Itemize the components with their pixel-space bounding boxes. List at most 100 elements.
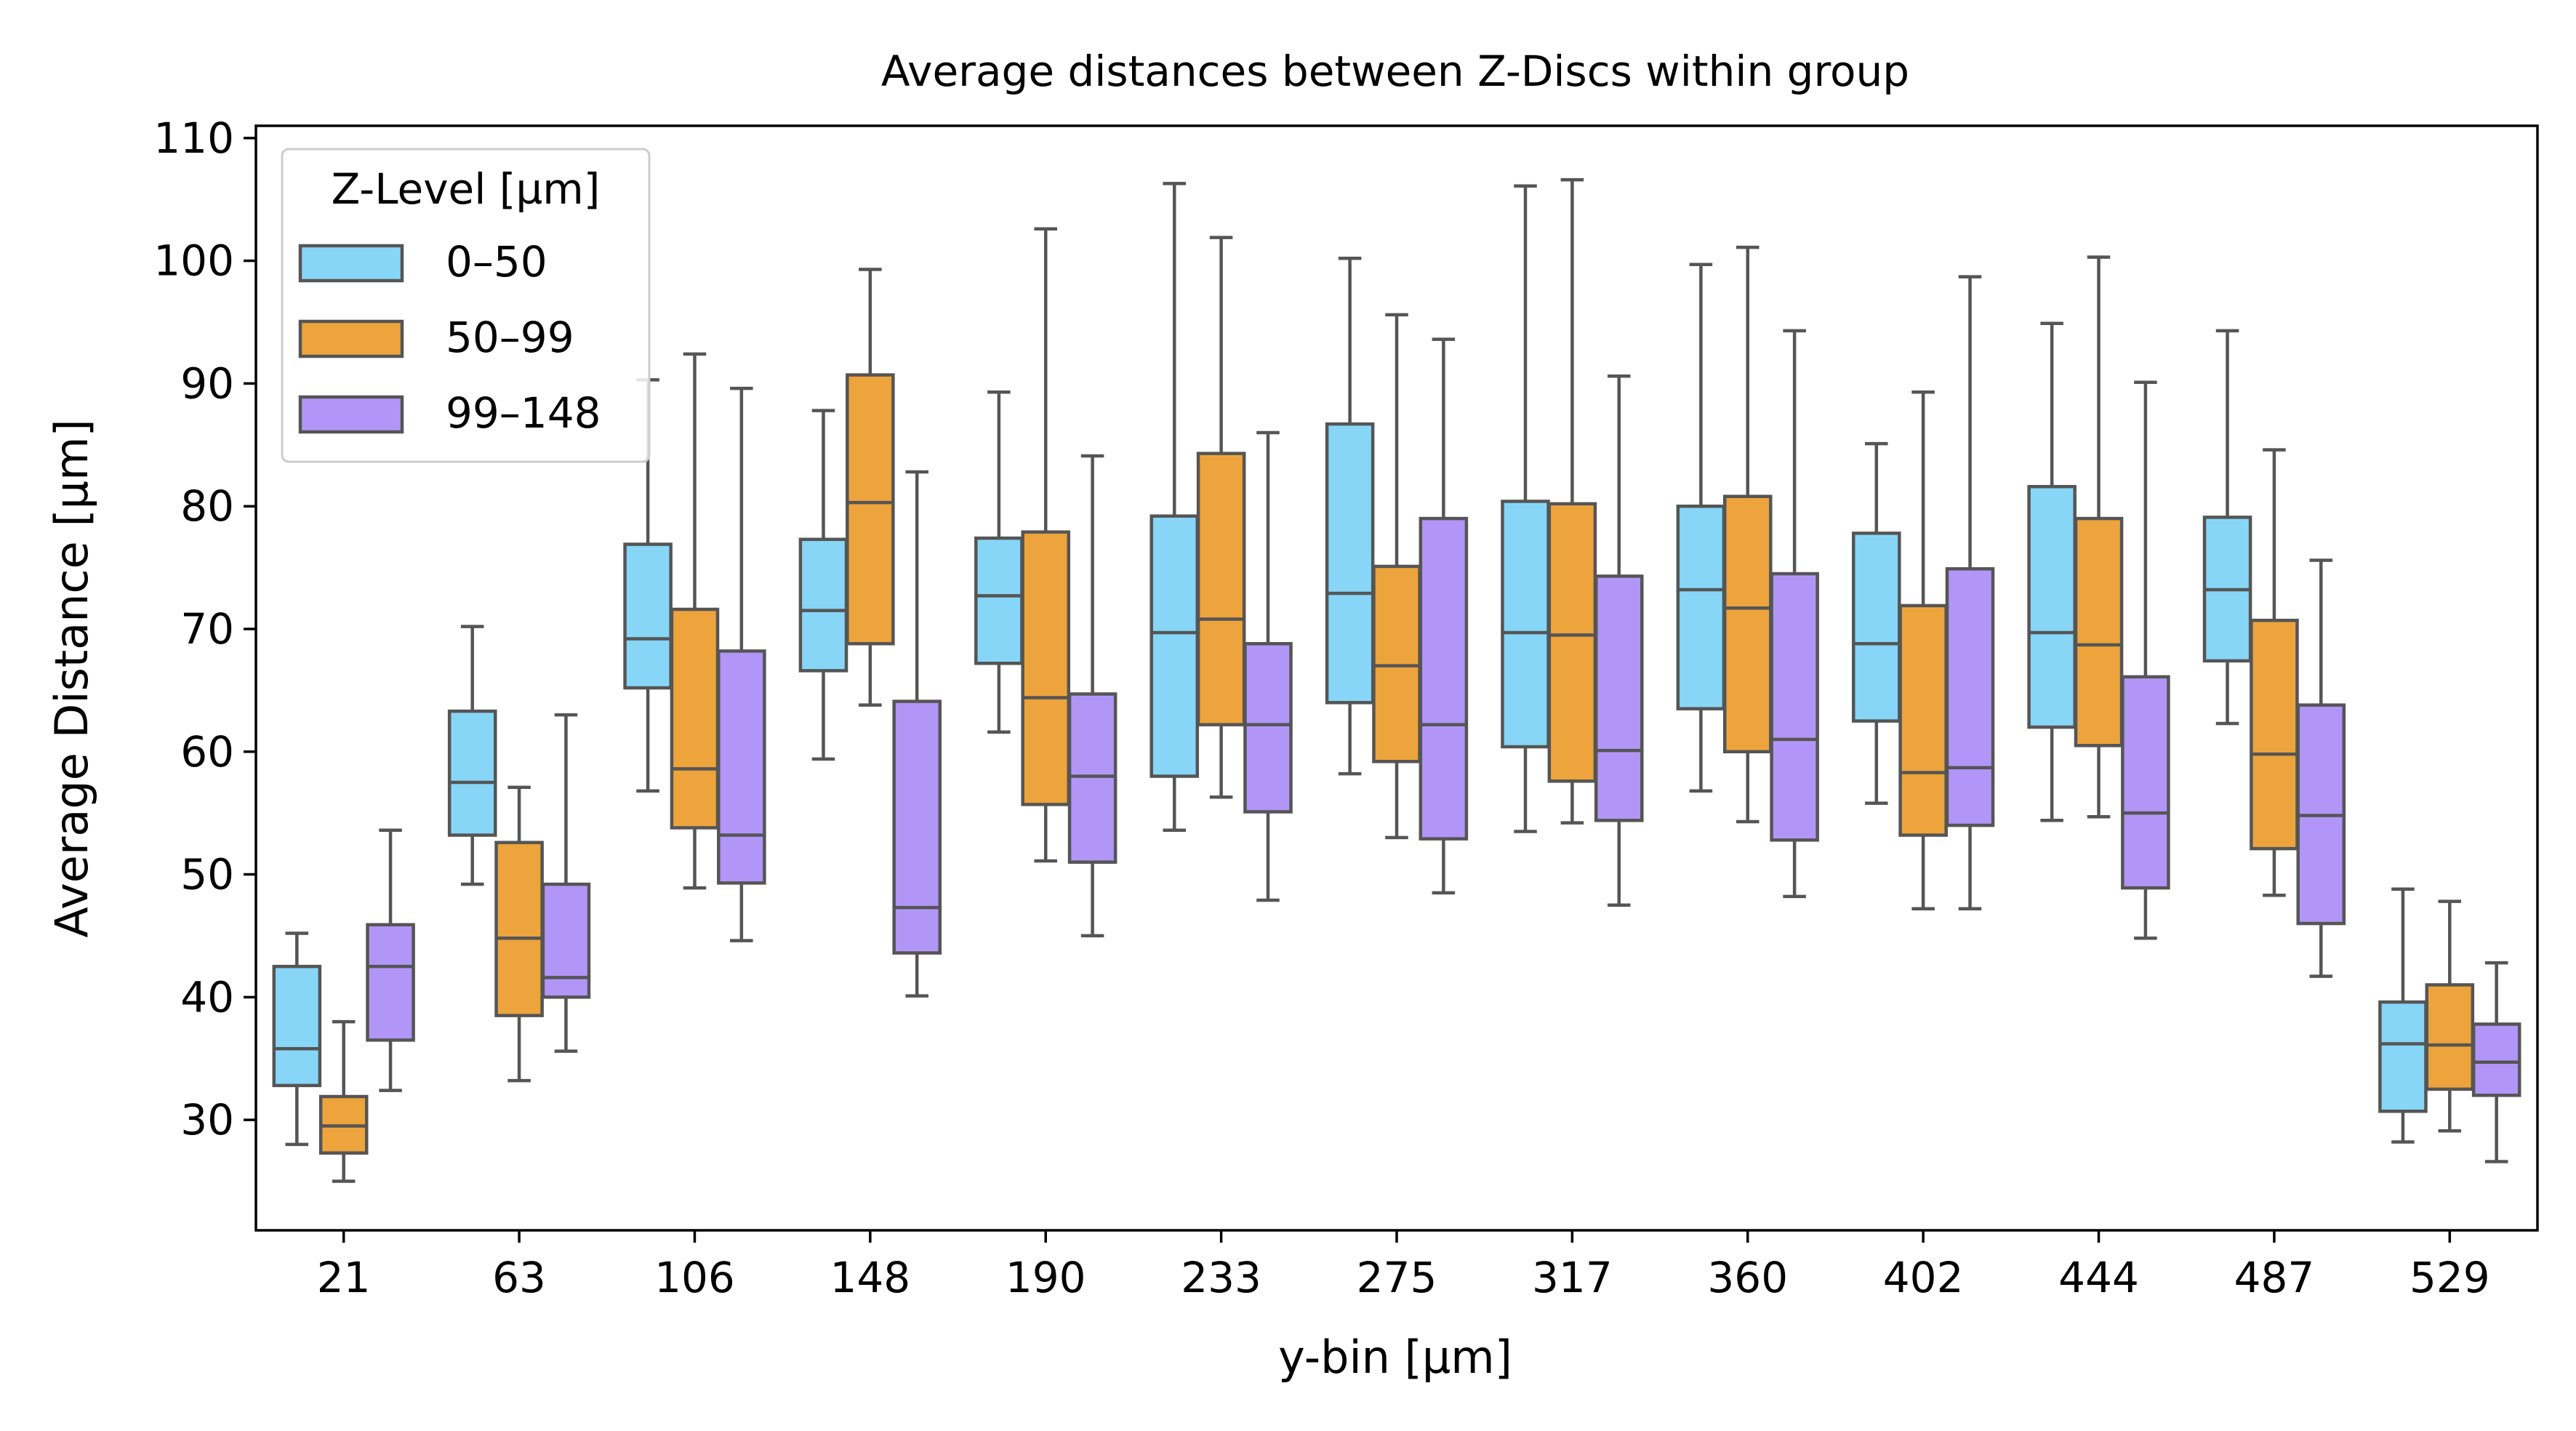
- x-tick-label: 275: [1357, 1253, 1437, 1302]
- box-iqr: [541, 882, 591, 999]
- legend-label: 99–148: [446, 388, 601, 438]
- box-99–148-21: [366, 828, 415, 1092]
- box-50–99-360: [1722, 245, 1773, 824]
- box-50–99-444: [2074, 255, 2124, 819]
- box-99–148-275: [1419, 337, 1469, 895]
- box-0–50-360: [1676, 262, 1726, 793]
- x-tick-label: 233: [1181, 1253, 1261, 1302]
- chart-title: Average distances between Z-Discs within…: [881, 47, 1909, 96]
- box-iqr: [1243, 641, 1293, 814]
- box-iqr: [623, 542, 673, 690]
- box-iqr: [494, 841, 544, 1017]
- box-0–50-190: [974, 390, 1024, 734]
- box-99–148-148: [892, 470, 942, 998]
- y-axis-label: Average Distance [µm]: [45, 419, 98, 937]
- y-tick-label: 70: [180, 604, 234, 654]
- box-iqr: [1067, 692, 1118, 864]
- box-iqr: [2027, 484, 2077, 729]
- box-0–50-63: [447, 625, 497, 886]
- box-99–148-63: [541, 713, 591, 1053]
- box-99–148-402: [1945, 275, 1995, 911]
- box-50–99-275: [1372, 313, 1421, 840]
- box-50–99-233: [1196, 236, 1246, 799]
- box-50–99-529: [2425, 899, 2475, 1133]
- x-tick-label: 190: [1006, 1253, 1086, 1302]
- box-iqr: [1770, 572, 1819, 842]
- x-tick-label: 487: [2234, 1253, 2315, 1302]
- legend-frame: [281, 148, 651, 463]
- y-tick-label: 90: [180, 358, 234, 408]
- box-iqr: [1501, 500, 1550, 749]
- y-tick-label: 110: [153, 113, 234, 163]
- box-iqr: [1722, 494, 1773, 754]
- box-iqr: [1898, 604, 1948, 837]
- box-50–99-402: [1898, 390, 1948, 911]
- box-50–99-487: [2250, 448, 2299, 897]
- box-0–50-148: [798, 409, 848, 761]
- y-tick-label: 40: [180, 972, 234, 1022]
- legend-swatch: [298, 319, 404, 358]
- box-iqr: [892, 700, 942, 955]
- box-0–50-402: [1851, 441, 1901, 805]
- legend-swatch: [298, 395, 404, 434]
- box-iqr: [2074, 516, 2124, 747]
- box-iqr: [1372, 564, 1421, 763]
- legend: Z-Level [µm] 0–50 50–99 99–148: [281, 148, 651, 463]
- box-50–99-190: [1021, 227, 1071, 863]
- box-99–148-487: [2296, 558, 2346, 978]
- box-0–50-233: [1149, 182, 1200, 833]
- x-axis-label: y-bin [µm]: [1278, 1331, 1512, 1384]
- box-iqr: [670, 607, 720, 830]
- y-tick-label: 100: [153, 236, 234, 286]
- box-iqr: [2471, 1022, 2521, 1097]
- x-tick-label: 106: [654, 1253, 735, 1302]
- box-iqr: [2425, 983, 2475, 1091]
- plot-area: 30 40 50 60 70 80 90 100 110 21 63 106 148 190 233 275 3…: [153, 113, 2539, 1302]
- x-tick-label: 148: [830, 1253, 910, 1302]
- box-iqr: [1594, 574, 1644, 822]
- box-50–99-317: [1547, 178, 1597, 825]
- box-50–99-63: [494, 785, 544, 1083]
- box-iqr: [2121, 675, 2170, 890]
- box-iqr: [1021, 530, 1071, 806]
- box-0–50-275: [1325, 257, 1375, 776]
- legend-title: Z-Level [µm]: [332, 164, 601, 214]
- box-iqr: [974, 536, 1024, 665]
- x-tick-label: 360: [1707, 1253, 1788, 1302]
- x-tick-label: 317: [1532, 1253, 1613, 1302]
- legend-swatch: [298, 244, 404, 283]
- box-99–148-106: [717, 386, 766, 942]
- box-50–99-21: [318, 1019, 369, 1183]
- box-99–148-360: [1770, 329, 1819, 899]
- legend-label: 50–99: [446, 313, 574, 362]
- legend-label: 0–50: [446, 237, 547, 286]
- box-99–148-233: [1243, 430, 1293, 902]
- box-50–99-106: [670, 352, 720, 890]
- box-iqr: [717, 649, 766, 885]
- box-iqr: [1851, 532, 1901, 723]
- box-0–50-21: [272, 931, 322, 1147]
- x-tick-label: 444: [2058, 1253, 2139, 1302]
- box-iqr: [447, 709, 497, 837]
- box-0–50-444: [2027, 321, 2077, 822]
- box-iqr: [1196, 452, 1246, 726]
- y-tick-label: 60: [180, 727, 234, 777]
- box-99–148-529: [2471, 961, 2521, 1163]
- box-iqr: [2378, 1000, 2428, 1113]
- box-99–148-317: [1594, 374, 1644, 907]
- x-tick-label: 63: [492, 1253, 546, 1302]
- box-0–50-106: [623, 378, 673, 793]
- y-tick-label: 80: [180, 481, 234, 531]
- box-99–148-444: [2121, 380, 2170, 940]
- box-iqr: [1547, 502, 1597, 783]
- box-0–50-487: [2202, 329, 2252, 726]
- box-iqr: [272, 964, 322, 1088]
- box-0–50-317: [1501, 184, 1550, 833]
- x-tick-label: 402: [1883, 1253, 1964, 1302]
- box-iqr: [846, 373, 895, 646]
- box-iqr: [1149, 514, 1200, 778]
- box-99–148-190: [1067, 454, 1118, 938]
- box-50–99-148: [846, 268, 895, 707]
- x-tick-label: 529: [2410, 1253, 2490, 1302]
